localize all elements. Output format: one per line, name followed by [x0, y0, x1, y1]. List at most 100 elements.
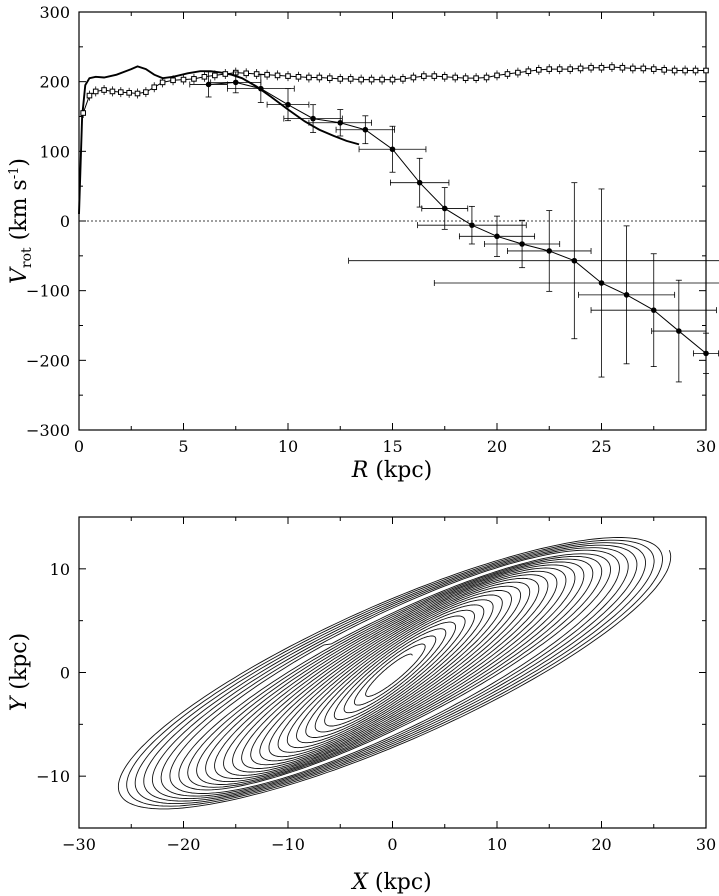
top-x-tick-label: 5	[178, 437, 188, 456]
filled-dot-marker	[650, 307, 657, 313]
open-square-marker	[525, 68, 532, 75]
open-square-marker	[692, 67, 699, 74]
filled-dot-marker	[546, 248, 553, 254]
open-square-marker	[109, 88, 116, 95]
open-square-marker	[92, 88, 99, 95]
filled-dot-marker	[469, 222, 475, 228]
rotation-curve-chart: 0 5 10 15 20 25 30 −300 −200 −100 0 100 200 300 R (kp…	[7, 3, 719, 483]
open-square-marker	[306, 74, 312, 81]
open-square-marker	[134, 90, 141, 97]
filled-dot-marker	[258, 85, 264, 92]
series-thick-line	[78, 65, 360, 215]
filled-dot-marker	[389, 146, 396, 153]
open-square-marker	[143, 89, 149, 95]
open-square-marker	[682, 67, 688, 74]
open-square-marker	[389, 76, 396, 83]
open-square-marker	[274, 72, 281, 79]
series-open-squares	[80, 62, 709, 119]
open-square-marker	[504, 71, 511, 77]
filled-dot-marker	[441, 205, 448, 212]
open-square-marker	[126, 90, 132, 96]
open-square-marker	[703, 67, 709, 74]
top-x-tick-label: 15	[382, 437, 402, 456]
filled-dot-marker	[362, 126, 369, 133]
filled-dots-line	[208, 81, 707, 354]
open-square-marker	[567, 66, 573, 72]
bottom-y-axis-title: Y (kpc)	[7, 633, 32, 711]
open-square-marker	[368, 76, 375, 83]
bottom-x-tick-label: −30	[62, 835, 96, 854]
filled-dot-marker	[337, 119, 344, 126]
filled-dot-marker	[232, 79, 239, 86]
filled-dot-marker	[519, 241, 525, 247]
open-square-marker	[671, 67, 678, 74]
filled-dot-marker	[205, 81, 212, 88]
orbit-trajectory	[117, 537, 672, 810]
open-square-marker	[101, 87, 107, 93]
open-square-marker	[180, 76, 187, 83]
series-filled-dots	[189, 71, 719, 383]
open-square-marker	[452, 74, 458, 81]
open-square-marker	[588, 64, 594, 71]
open-square-marker	[473, 75, 479, 81]
open-square-marker	[285, 73, 291, 79]
open-square-marker	[253, 71, 260, 77]
open-square-marker	[347, 76, 354, 82]
top-y-tick-label: 100	[39, 142, 70, 161]
open-square-marker	[431, 73, 438, 79]
open-square-marker	[295, 73, 302, 80]
filled-dot-marker	[416, 179, 423, 186]
filled-dot-marker	[285, 101, 291, 108]
top-x-tick-label: 20	[487, 437, 507, 456]
bottom-x-tick-label: −10	[271, 835, 305, 854]
open-square-marker	[536, 67, 542, 73]
open-square-marker	[327, 75, 333, 81]
open-square-marker	[462, 75, 469, 81]
open-square-marker	[421, 73, 427, 79]
bottom-y-tick-label: 10	[50, 560, 70, 579]
open-square-marker	[494, 72, 500, 79]
top-y-tick-label: 300	[39, 3, 70, 22]
filled-dot-marker	[623, 292, 630, 298]
bottom-x-tick-label: 30	[696, 835, 716, 854]
top-y-tick-label: 200	[39, 73, 70, 92]
open-square-marker	[191, 76, 197, 82]
bottom-y-tick-label: −10	[36, 767, 70, 786]
top-y-axis-title: Vrot (km s-1)	[7, 158, 35, 284]
open-square-marker	[151, 84, 158, 91]
open-square-marker	[212, 72, 218, 79]
open-square-marker	[619, 64, 626, 71]
top-x-tick-label: 30	[696, 437, 716, 456]
open-squares-line	[82, 66, 706, 114]
top-ticks: 0 5 10 15 20 25 30 −300 −200 −100 0 100 200 300	[26, 3, 716, 456]
open-square-marker	[379, 76, 385, 83]
bottom-x-tick-label: 20	[591, 835, 611, 854]
open-square-marker	[483, 74, 490, 81]
open-square-marker	[316, 74, 323, 81]
open-square-marker	[598, 64, 605, 71]
open-square-marker	[358, 76, 364, 83]
bottom-x-tick-label: 0	[387, 835, 397, 854]
open-square-marker	[577, 65, 584, 72]
bottom-x-axis-title: X (kpc)	[350, 870, 432, 895]
bottom-y-tick-label: 0	[60, 664, 70, 683]
open-square-marker	[546, 66, 553, 72]
open-square-marker	[400, 76, 406, 82]
top-y-tick-label: −100	[26, 282, 70, 301]
top-x-axis-title: R (kpc)	[351, 458, 432, 483]
top-y-tick-label: −300	[26, 421, 70, 440]
open-square-marker	[630, 65, 636, 72]
filled-dot-marker	[571, 257, 578, 264]
open-square-marker	[609, 64, 615, 70]
bottom-plot-frame	[78, 516, 707, 829]
open-square-marker	[264, 71, 270, 78]
top-x-tick-label: 0	[74, 437, 84, 456]
top-series-group	[78, 62, 719, 383]
orbit-path	[117, 537, 672, 810]
filled-dot-marker	[703, 350, 709, 357]
open-square-marker	[410, 74, 417, 81]
open-square-marker	[201, 73, 208, 80]
open-square-marker	[86, 92, 93, 99]
